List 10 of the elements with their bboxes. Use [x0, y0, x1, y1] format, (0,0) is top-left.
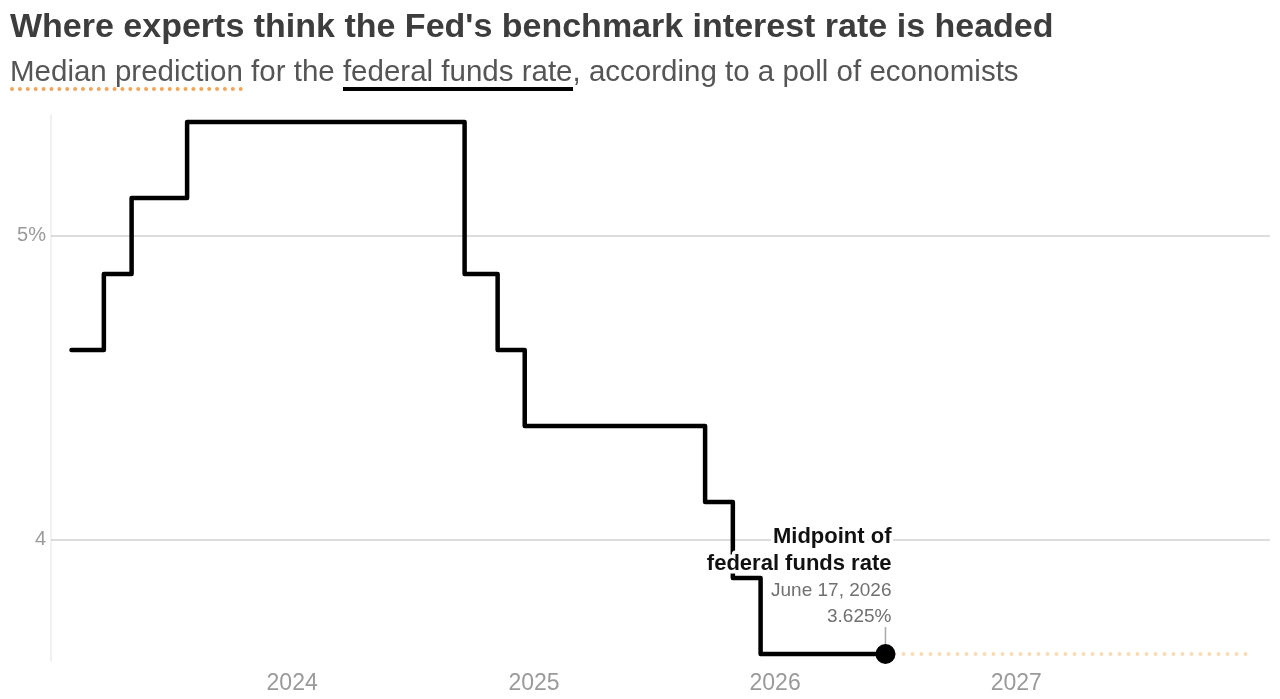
chart-title: Where experts think the Fed's benchmark interest rate is headed — [10, 5, 1054, 45]
y-tick-label: 5% — [17, 223, 47, 246]
x-tick-label: 2025 — [508, 669, 560, 695]
text: Median prediction for the federal funds rate, according to a poll of economists — [10, 54, 1019, 87]
annotation: June 17, 2026 — [771, 579, 892, 600]
x-tick-label: 2026 — [749, 669, 801, 695]
x-tick-label: 2027 — [990, 669, 1042, 695]
annotation: 3.625% — [827, 605, 892, 626]
x-tick-label: 2024 — [266, 669, 318, 695]
y-tick-label: 4 — [34, 527, 46, 550]
